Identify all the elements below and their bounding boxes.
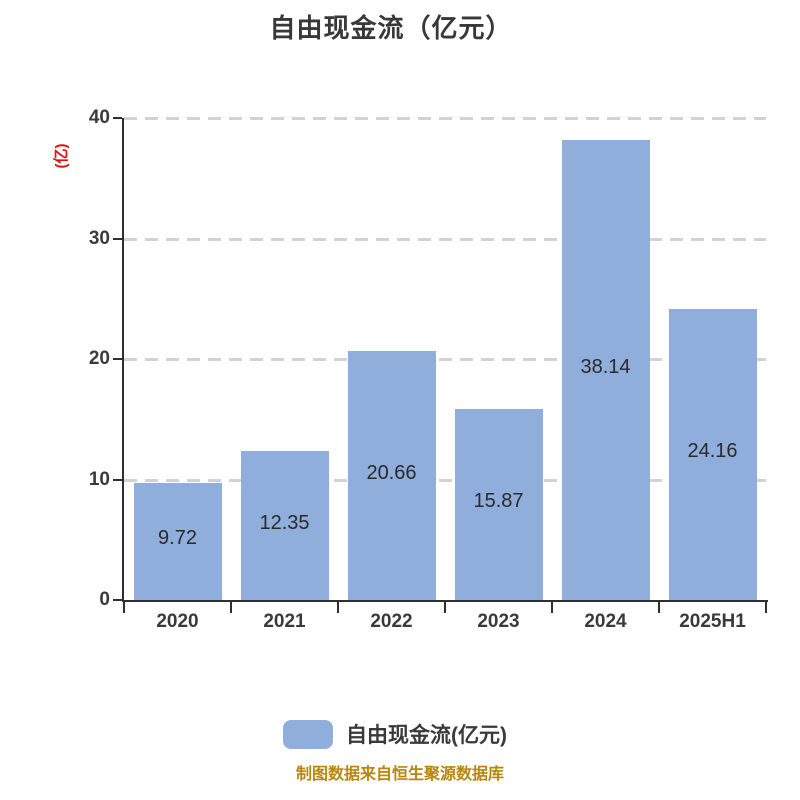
x-tick-mark [337, 602, 339, 613]
x-tick-mark [123, 602, 125, 613]
bar-value-label: 9.72 [158, 527, 197, 550]
bar-2021 [240, 451, 329, 600]
legend-swatch [283, 719, 333, 749]
bar-value-label: 12.35 [259, 511, 310, 534]
y-tick-mark [113, 237, 122, 240]
x-tick-mark [765, 602, 767, 613]
x-tick-label-2025H1: 2025H1 [679, 611, 746, 632]
y-tick-label: 30 [88, 227, 110, 249]
plot-area: 9.72 12.35 20.66 15.87 38.14 24.16 [124, 117, 766, 600]
y-axis-line [122, 118, 124, 602]
y-tick-label: 20 [88, 348, 110, 369]
x-axis-line [122, 600, 768, 602]
y-tick-mark [113, 599, 122, 601]
x-tick-label-2022: 2022 [370, 611, 413, 632]
bar-2020 [133, 482, 222, 600]
y-tick-label: 40 [88, 107, 110, 128]
gridline-y-30 [124, 237, 766, 241]
y-axis-unit-label: (亿) [52, 143, 70, 169]
y-tick-mark [113, 478, 122, 481]
bar-2022 [347, 351, 436, 600]
x-tick-mark [551, 602, 553, 613]
gridline-y-20 [124, 358, 766, 361]
bar-value-label: 20.66 [366, 461, 417, 484]
gridline-y-40 [124, 117, 766, 120]
y-tick-label: 10 [88, 468, 110, 490]
gridline-y-10 [124, 478, 766, 482]
y-tick-mark [113, 358, 122, 360]
bar-value-label: 24.16 [687, 440, 738, 463]
x-tick-label-2020: 2020 [156, 611, 199, 632]
footer-source-note: 制图数据来自恒生聚源数据库 [295, 766, 504, 783]
legend: 自由现金流(亿元) [0, 719, 790, 749]
x-tick-label-2021: 2021 [263, 611, 306, 632]
y-tick-mark [113, 117, 122, 119]
x-tick-mark [230, 602, 232, 613]
bar-2025H1 [668, 308, 757, 600]
bar-value-label: 38.14 [580, 356, 631, 379]
bar-value-label: 15.87 [473, 490, 524, 513]
y-tick-label: 0 [99, 589, 110, 610]
bar-2024 [561, 140, 650, 600]
x-tick-mark [444, 602, 446, 613]
x-tick-label-2023: 2023 [477, 611, 520, 632]
chart-title: 自由现金流（亿元） [269, 13, 513, 43]
legend-label: 自由现金流(亿元) [346, 724, 507, 747]
x-tick-mark [658, 602, 660, 613]
x-tick-label-2024: 2024 [584, 611, 627, 632]
bar-2023 [454, 408, 543, 600]
